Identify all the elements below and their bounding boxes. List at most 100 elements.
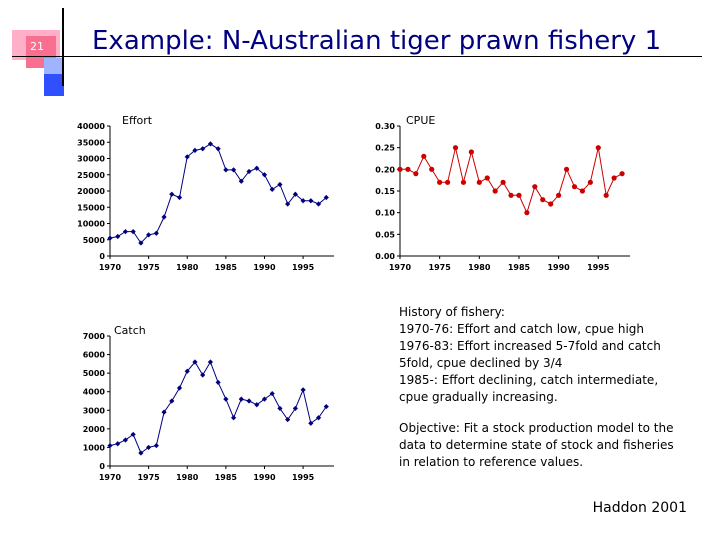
data-point [421, 153, 427, 159]
data-point [595, 145, 601, 151]
history-line: 5fold, cpue declined by 3/4 [399, 356, 563, 370]
series-line [400, 147, 623, 215]
x-tick-label: 1985 [215, 473, 238, 482]
data-point [484, 175, 490, 181]
y-tick-label: 0.25 [375, 144, 395, 153]
data-point [452, 145, 459, 151]
x-tick-label: 1990 [547, 263, 570, 272]
data-point [169, 191, 175, 197]
data-point [138, 450, 144, 456]
y-tick-label: 0.15 [375, 187, 395, 196]
data-point [238, 178, 244, 184]
x-tick-label: 1990 [253, 473, 276, 482]
y-tick-label: 0.10 [375, 209, 395, 218]
data-point [230, 167, 237, 173]
data-point [115, 233, 121, 240]
data-point [269, 186, 275, 192]
x-tick-label: 1970 [389, 263, 412, 272]
data-point [122, 437, 129, 443]
data-point [308, 198, 314, 204]
data-point [223, 167, 229, 173]
data-point [146, 232, 152, 238]
data-point [207, 141, 214, 147]
data-point [261, 172, 268, 178]
x-tick-label: 1970 [99, 473, 122, 482]
objective-line: data to determine state of stock and fis… [399, 438, 674, 452]
data-point [200, 146, 206, 152]
data-point [429, 166, 435, 172]
y-tick-label: 40000 [77, 122, 105, 131]
catch-chart: Catch 0 1000 2000 3000 4000 5000 6000 7000 1970 19… [83, 324, 334, 482]
data-point [161, 214, 167, 220]
x-tick-label: 1985 [215, 263, 238, 272]
y-tick-label: 1000 [83, 443, 106, 452]
data-point [563, 166, 570, 172]
data-point [556, 192, 562, 198]
y-tick-label: 35000 [77, 138, 105, 147]
x-tick-label: 1980 [176, 263, 199, 272]
data-point [200, 372, 206, 378]
x-tick-label: 1975 [429, 263, 452, 272]
data-point [300, 387, 306, 393]
data-point [138, 240, 144, 246]
history-line: cpue gradually increasing. [399, 390, 558, 404]
data-point [254, 402, 260, 408]
history-line: 1985-: Effort declining, catch intermedi… [399, 373, 659, 387]
data-point [548, 201, 554, 207]
data-point [444, 179, 451, 185]
data-point [130, 229, 136, 235]
data-point [540, 197, 546, 203]
chart-title: Catch [114, 324, 146, 337]
data-point [215, 379, 221, 386]
x-tick-label: 1975 [137, 263, 160, 272]
y-tick-label: 6000 [83, 351, 106, 360]
x-tick-label: 1995 [587, 263, 610, 272]
data-point [587, 179, 593, 185]
x-tick-label: 1995 [292, 263, 315, 272]
data-point [300, 198, 306, 204]
y-tick-label: 3000 [83, 406, 106, 415]
objective-line: Objective: Fit a stock production model … [399, 421, 674, 435]
y-tick-label: 0.05 [375, 230, 395, 239]
y-tick-label: 5000 [83, 369, 106, 378]
data-point [397, 166, 403, 172]
y-tick-label: 7000 [83, 332, 106, 341]
chart-title: Effort [122, 114, 153, 127]
y-tick-label: 15000 [77, 203, 105, 212]
data-point [315, 201, 322, 207]
data-point [169, 398, 175, 404]
x-tick-label: 1980 [176, 473, 199, 482]
effort-chart: Effort 0 5000 10000 15000 20000 25000 30000 3500… [77, 114, 334, 272]
x-tick-label: 1970 [99, 263, 122, 272]
data-point [176, 194, 183, 201]
data-point [611, 175, 617, 181]
decor-square-blue [44, 74, 64, 96]
history-line: History of fishery: [399, 305, 505, 319]
data-point [176, 385, 183, 391]
data-point [571, 184, 578, 190]
objective-line: in relation to reference values. [399, 455, 584, 469]
y-tick-label: 0 [99, 462, 105, 471]
x-tick-label: 1995 [292, 473, 315, 482]
data-point [277, 405, 283, 412]
cpue-chart: CPUE 0.00 0.05 0.10 0.15 0.20 0.25 0.30 1970 1975… [375, 114, 630, 272]
slide-title: Example: N-Australian tiger prawn fisher… [92, 26, 662, 56]
data-point [230, 415, 237, 421]
data-point [192, 147, 198, 153]
data-point [323, 194, 329, 201]
x-tick-label: 1985 [508, 263, 531, 272]
data-point [323, 403, 329, 410]
data-point [153, 442, 159, 449]
data-point [532, 184, 538, 190]
y-tick-label: 10000 [77, 220, 105, 229]
data-point [500, 179, 506, 185]
data-point [254, 165, 260, 171]
data-point [223, 396, 229, 402]
data-point [437, 179, 443, 185]
y-tick-label: 0.20 [375, 165, 395, 174]
data-point [524, 210, 530, 216]
x-tick-label: 1990 [253, 263, 276, 272]
slide-number: 21 [30, 40, 44, 53]
data-point [405, 166, 411, 172]
data-point [192, 359, 198, 365]
